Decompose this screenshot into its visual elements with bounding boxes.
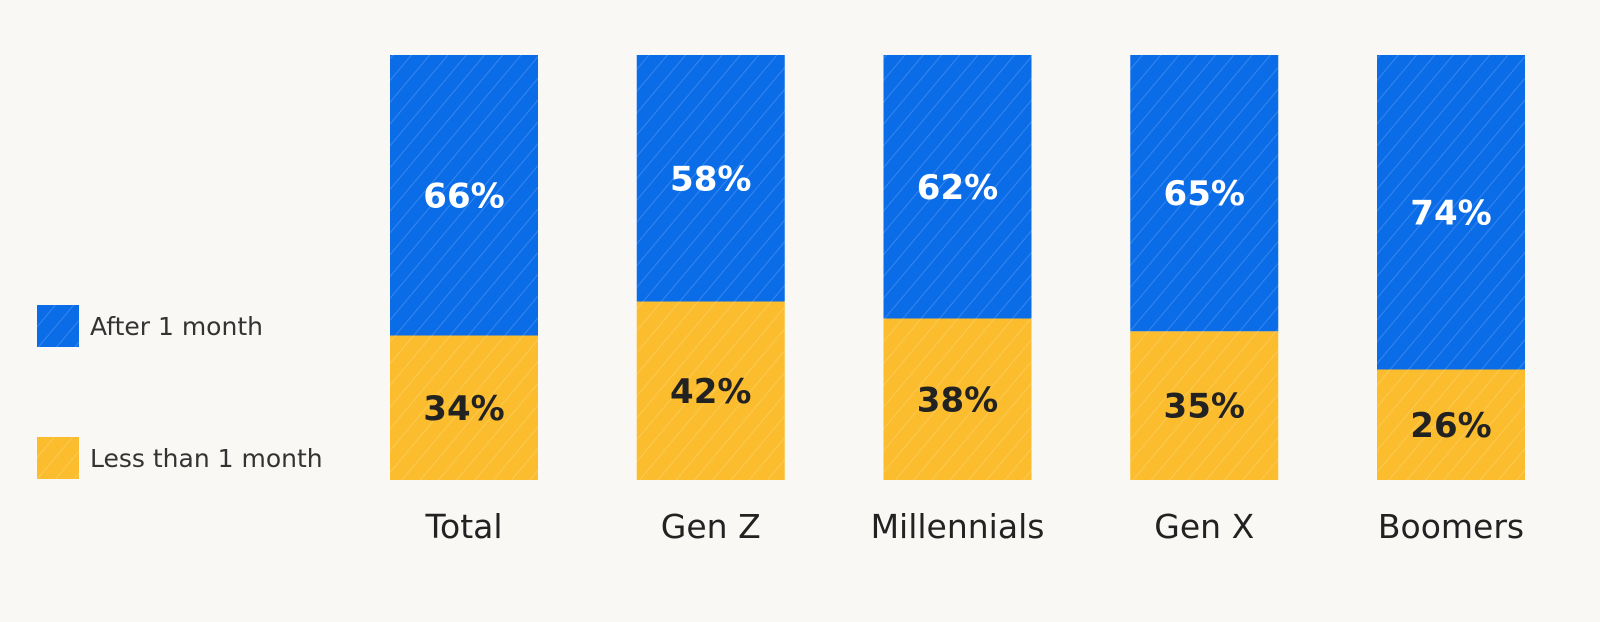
- bar-segment: 34%: [390, 335, 538, 480]
- data-label: 58%: [670, 159, 751, 199]
- data-label: 42%: [670, 372, 751, 412]
- legend: After 1 month Less than 1 month: [37, 305, 323, 479]
- bar-segment: 58%: [636, 55, 785, 302]
- category-label: Total: [424, 507, 502, 546]
- bar-texture: [1377, 55, 1525, 370]
- legend-label: Less than 1 month: [90, 444, 323, 473]
- category-label: Gen Z: [661, 507, 761, 546]
- bar-texture: [883, 318, 1032, 480]
- data-label: 62%: [917, 168, 998, 208]
- bar-texture: [390, 55, 538, 336]
- bars: 34% 66% Total 42% 58% Gen Z 38% 62% Millennials 3…: [390, 55, 1525, 546]
- legend-item: Less than 1 month: [37, 437, 323, 479]
- bar-texture: [1130, 331, 1279, 480]
- bar-texture: [1130, 55, 1279, 332]
- bar-segment: 74%: [1377, 55, 1525, 370]
- data-label: 65%: [1164, 174, 1245, 214]
- category-label: Gen X: [1154, 507, 1254, 546]
- data-label: 34%: [423, 389, 504, 429]
- data-label: 26%: [1410, 406, 1491, 446]
- category-label: Boomers: [1378, 507, 1524, 546]
- legend-swatch-texture: [37, 437, 79, 479]
- data-label: 35%: [1164, 387, 1245, 427]
- bar-segment: 35%: [1130, 331, 1279, 480]
- data-label: 74%: [1410, 193, 1491, 233]
- bar-texture: [390, 335, 538, 480]
- legend-item: After 1 month: [37, 305, 263, 347]
- bar-segment: 65%: [1130, 55, 1279, 332]
- bar-segment: 42%: [636, 301, 785, 480]
- bar-texture: [883, 55, 1032, 319]
- bar-texture: [1377, 369, 1525, 480]
- bar-segment: 38%: [883, 318, 1032, 480]
- bar-segment: 62%: [883, 55, 1032, 319]
- bar-texture: [636, 301, 785, 480]
- bar-segment: 26%: [1377, 369, 1525, 480]
- legend-label: After 1 month: [90, 312, 263, 341]
- data-label: 38%: [917, 380, 998, 420]
- legend-swatch-texture: [37, 305, 79, 347]
- bar-segment: 66%: [390, 55, 538, 336]
- category-label: Millennials: [871, 507, 1045, 546]
- bar-texture: [636, 55, 785, 302]
- data-label: 66%: [423, 176, 504, 216]
